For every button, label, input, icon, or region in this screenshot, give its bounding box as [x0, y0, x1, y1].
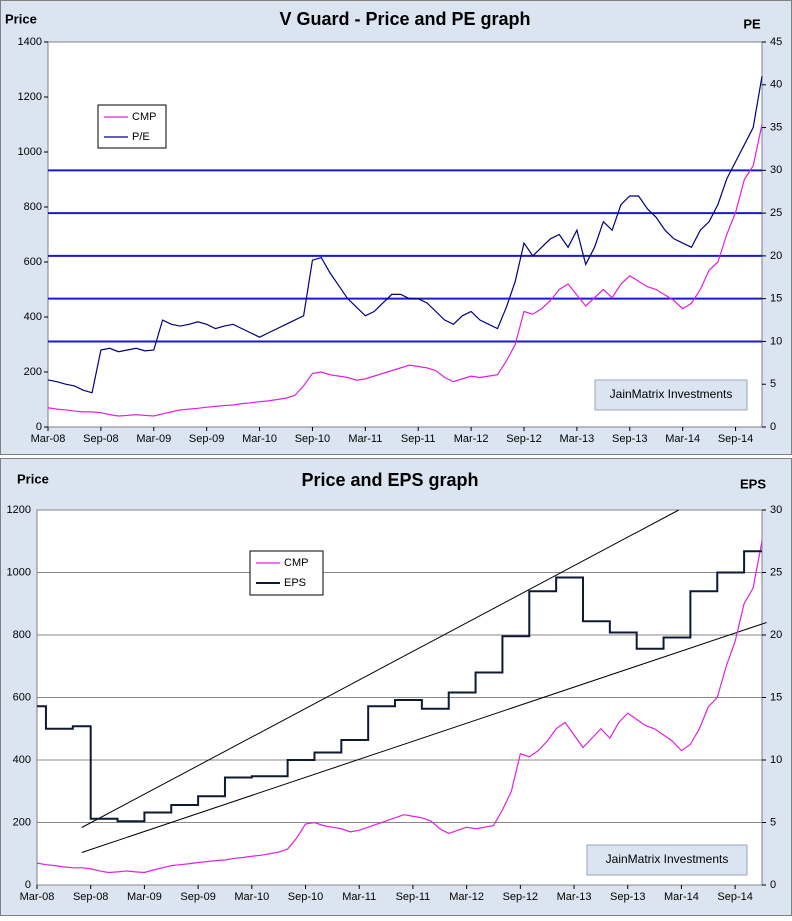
x-tick-label: Sep-11 — [401, 433, 436, 445]
annotation-box — [586, 844, 748, 876]
y-tick-label: 0 — [36, 421, 42, 433]
y-tick-label: 1000 — [7, 566, 31, 578]
y2-tick-label: 10 — [770, 335, 782, 347]
x-tick-label: Mar-10 — [242, 433, 277, 445]
y2-tick-label: 20 — [770, 629, 782, 641]
y-tick-label: 400 — [13, 754, 31, 766]
y-tick-label: 600 — [24, 256, 42, 268]
y2-tick-label: 30 — [770, 164, 782, 176]
y-tick-label: 1200 — [7, 504, 31, 516]
annotation: JainMatrix Investments — [610, 387, 733, 401]
y-tick-label: 200 — [24, 366, 42, 378]
x-tick-label: Sep-13 — [610, 891, 645, 903]
y-axis-title: Price — [17, 471, 49, 486]
x-tick-label: Sep-09 — [189, 433, 224, 445]
y2-tick-label: 45 — [770, 36, 782, 48]
x-tick-label: Sep-11 — [396, 891, 431, 903]
y-tick-label: 0 — [25, 879, 31, 891]
x-tick-label: Mar-14 — [665, 433, 700, 445]
y2-tick-label: 20 — [770, 250, 782, 262]
x-tick-label: Mar-11 — [342, 891, 376, 903]
x-tick-label: Mar-09 — [127, 891, 162, 903]
y-tick-label: 800 — [24, 201, 42, 213]
x-tick-label: Mar-09 — [136, 433, 171, 445]
y-tick-label: 400 — [24, 311, 42, 323]
x-tick-label: Mar-12 — [449, 891, 484, 903]
x-tick-label: Mar-14 — [664, 891, 699, 903]
x-tick-label: Mar-10 — [234, 891, 269, 903]
y-tick-label: 1200 — [18, 91, 42, 103]
legend-label: P/E — [132, 131, 150, 143]
y-tick-label: 1400 — [18, 36, 42, 48]
series-line — [47, 124, 763, 417]
series-line — [36, 541, 763, 874]
y2-tick-label: 25 — [770, 566, 782, 578]
y2-axis-title: EPS — [740, 476, 766, 491]
y-tick-label: 600 — [13, 691, 31, 703]
series-line — [47, 76, 763, 394]
x-tick-label: Sep-09 — [180, 891, 215, 903]
y2-tick-label: 25 — [770, 207, 782, 219]
y2-tick-label: 5 — [770, 816, 776, 828]
x-tick-label: Sep-14 — [718, 433, 753, 445]
annotation-box — [594, 379, 748, 411]
x-tick-label: Mar-13 — [557, 891, 592, 903]
y2-tick-label: 35 — [770, 121, 782, 133]
x-tick-label: Sep-10 — [295, 433, 330, 445]
trend-line — [81, 509, 679, 828]
legend-box — [97, 104, 167, 149]
y2-tick-label: 5 — [770, 378, 776, 390]
x-tick-label: Sep-08 — [83, 433, 118, 445]
y-tick-label: 800 — [13, 629, 31, 641]
x-tick-label: Sep-08 — [73, 891, 108, 903]
x-tick-label: Mar-08 — [20, 891, 55, 903]
y2-tick-label: 10 — [770, 754, 782, 766]
legend-box — [249, 550, 324, 596]
x-tick-label: Sep-12 — [506, 433, 541, 445]
legend-label: CMP — [132, 111, 156, 123]
x-tick-label: Sep-12 — [503, 891, 538, 903]
annotation: JainMatrix Investments — [606, 852, 729, 866]
legend-label: EPS — [284, 577, 306, 589]
plot-area — [47, 41, 763, 428]
chart-title: Price and EPS graph — [301, 470, 478, 490]
x-tick-label: Sep-10 — [288, 891, 323, 903]
x-tick-label: Mar-13 — [559, 433, 594, 445]
y-tick-label: 1000 — [18, 146, 42, 158]
x-tick-label: Mar-12 — [454, 433, 489, 445]
y2-tick-label: 0 — [770, 879, 776, 891]
chart-title: V Guard - Price and PE graph — [279, 9, 530, 29]
y2-tick-label: 15 — [770, 293, 782, 305]
y2-tick-label: 30 — [770, 504, 782, 516]
y2-tick-label: 0 — [770, 421, 776, 433]
y-axis-title: Price — [5, 11, 37, 26]
legend-label: CMP — [284, 557, 308, 569]
y2-tick-label: 15 — [770, 691, 782, 703]
y2-tick-label: 40 — [770, 79, 782, 91]
x-tick-label: Sep-13 — [612, 433, 647, 445]
x-tick-label: Mar-11 — [348, 433, 382, 445]
trend-line — [81, 622, 767, 853]
x-tick-label: Mar-08 — [31, 433, 66, 445]
y2-axis-title: PE — [743, 16, 761, 31]
x-tick-label: Sep-14 — [717, 891, 752, 903]
y-tick-label: 200 — [13, 816, 31, 828]
series-line — [37, 550, 762, 823]
